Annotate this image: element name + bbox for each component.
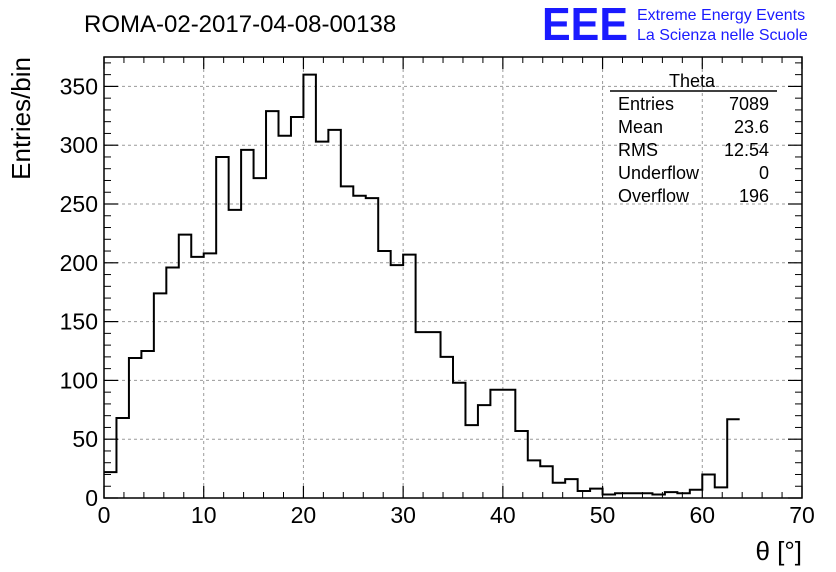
histogram-bin xyxy=(216,157,228,498)
histogram-bin xyxy=(266,111,278,498)
chart-title: ROMA-02-2017-04-08-00138 xyxy=(84,11,396,38)
histogram-bin xyxy=(254,178,266,498)
x-axis-label: θ [°] xyxy=(755,536,802,566)
histogram-bin xyxy=(441,357,453,498)
histogram-bin xyxy=(229,210,241,498)
y-tick-label: 100 xyxy=(60,367,98,393)
histogram-bin xyxy=(690,490,702,498)
stats-label-underflow: Underflow xyxy=(618,163,700,183)
histogram-bin xyxy=(391,265,403,498)
histogram-bin xyxy=(279,136,291,498)
eee-logo-line1: Extreme Energy Events xyxy=(637,7,805,24)
histogram-bin xyxy=(291,117,303,498)
histogram-bin xyxy=(104,472,116,498)
x-tick-label: 0 xyxy=(98,502,111,528)
stats-value-entries: 7089 xyxy=(729,94,769,114)
x-tick-label: 20 xyxy=(291,502,317,528)
histogram-bin xyxy=(303,75,315,498)
histogram-outline xyxy=(104,73,740,496)
histogram-bin xyxy=(166,268,178,498)
y-tick-label: 200 xyxy=(60,250,98,276)
x-tick-label: 30 xyxy=(390,502,416,528)
stats-label-overflow: Overflow xyxy=(618,186,690,206)
stats-value-overflow: 196 xyxy=(739,186,769,206)
y-tick-label: 250 xyxy=(60,191,98,217)
histogram-bin xyxy=(341,186,353,498)
stats-value-underflow: 0 xyxy=(759,163,769,183)
histogram-bin xyxy=(191,257,203,498)
tick-labels: 0 10 20 30 40 50 60 70 0 50 100 150 200 250 300 350 xyxy=(60,73,815,528)
histogram-bin xyxy=(416,332,428,498)
eee-logo-mark: EEE xyxy=(542,0,628,50)
x-tick-label: 70 xyxy=(789,502,815,528)
y-tick-label: 300 xyxy=(60,132,98,158)
histogram-bin xyxy=(366,198,378,498)
histogram-bin xyxy=(154,293,166,498)
y-tick-label: 150 xyxy=(60,309,98,335)
histogram-bin xyxy=(179,235,191,498)
x-tick-label: 10 xyxy=(191,502,217,528)
stats-box: Theta Entries 7089 Mean 23.6 RMS 12.54 U… xyxy=(610,71,777,206)
stats-box-title: Theta xyxy=(669,71,716,91)
y-axis-label: Entries/bin xyxy=(6,57,36,180)
histogram-bin xyxy=(565,479,577,498)
stats-value-rms: 12.54 xyxy=(724,140,769,160)
histogram-bin xyxy=(702,474,714,498)
histogram-bin xyxy=(578,491,590,498)
stats-label-mean: Mean xyxy=(618,117,663,137)
histogram-bin xyxy=(428,332,440,498)
eee-logo: EEE Extreme Energy Events La Scienza nel… xyxy=(542,0,808,50)
histogram-bin xyxy=(553,483,565,498)
histogram-bin xyxy=(715,487,727,498)
histogram-bin xyxy=(316,142,328,498)
stats-label-entries: Entries xyxy=(618,94,674,114)
x-tick-label: 60 xyxy=(689,502,715,528)
histogram-bin xyxy=(129,358,141,498)
y-tick-label: 50 xyxy=(72,426,98,452)
x-tick-label: 50 xyxy=(590,502,616,528)
histogram-bin xyxy=(353,196,365,498)
histogram-bin xyxy=(665,492,677,498)
histogram-bin xyxy=(378,251,390,498)
histogram-bin xyxy=(141,351,153,498)
histogram-bin xyxy=(490,390,502,498)
histogram-bin xyxy=(727,419,739,498)
histogram-bin xyxy=(465,425,477,498)
stats-value-mean: 23.6 xyxy=(734,117,769,137)
eee-logo-line2: La Scienza nelle Scuole xyxy=(637,27,808,44)
histogram-bin xyxy=(503,390,515,498)
histogram-bin xyxy=(116,418,128,498)
histogram-bin xyxy=(540,466,552,498)
histogram-bin xyxy=(328,130,340,498)
histogram-bin xyxy=(590,489,602,498)
y-tick-label: 0 xyxy=(85,485,98,511)
plot-frame xyxy=(103,56,803,499)
histogram-bin xyxy=(453,383,465,498)
histogram-bin xyxy=(515,431,527,498)
x-tick-label: 40 xyxy=(490,502,516,528)
axis-ticks xyxy=(103,57,803,499)
histogram-bin xyxy=(241,150,253,498)
histogram-bin xyxy=(403,255,415,498)
histogram-bin xyxy=(478,405,490,498)
stats-label-rms: RMS xyxy=(618,140,658,160)
histogram-bin xyxy=(528,460,540,498)
histogram-bin xyxy=(204,253,216,498)
grid-lines xyxy=(104,57,802,498)
y-tick-label: 350 xyxy=(60,73,98,99)
